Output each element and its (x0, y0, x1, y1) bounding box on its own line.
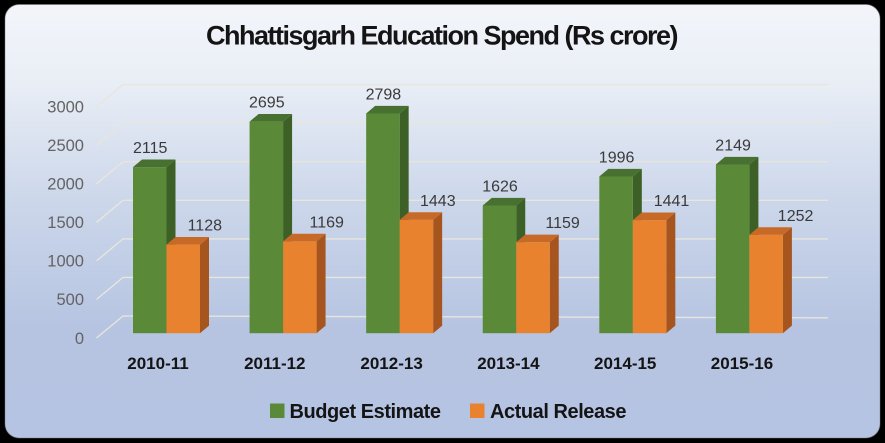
svg-text:1159: 1159 (545, 215, 580, 232)
svg-text:2115: 2115 (133, 140, 168, 157)
svg-text:1996: 1996 (599, 150, 635, 167)
svg-text:2010-11: 2010-11 (127, 354, 188, 373)
svg-text:0: 0 (75, 330, 84, 348)
svg-text:1626: 1626 (482, 179, 518, 196)
svg-text:1500: 1500 (47, 214, 84, 232)
svg-text:1443: 1443 (420, 193, 456, 210)
svg-text:2012-13: 2012-13 (360, 354, 422, 373)
svg-text:Chhattisgarh Education Spend (: Chhattisgarh Education Spend (Rs crore) (206, 21, 678, 51)
svg-text:3000: 3000 (47, 98, 84, 116)
svg-text:2798: 2798 (366, 87, 402, 104)
svg-text:2015-16: 2015-16 (711, 354, 773, 373)
svg-text:1441: 1441 (654, 193, 690, 210)
svg-text:2695: 2695 (249, 95, 285, 112)
svg-text:2013-14: 2013-14 (477, 354, 540, 373)
svg-text:1169: 1169 (309, 214, 344, 231)
svg-text:1252: 1252 (778, 208, 814, 225)
svg-text:2000: 2000 (47, 176, 84, 194)
svg-text:500: 500 (56, 291, 84, 309)
svg-text:1000: 1000 (47, 253, 84, 271)
svg-text:2011-12: 2011-12 (244, 354, 305, 373)
svg-text:2014-15: 2014-15 (594, 354, 656, 373)
svg-text:2500: 2500 (47, 137, 84, 155)
svg-text:Budget Estimate: Budget Estimate (290, 401, 441, 423)
svg-text:1128: 1128 (188, 218, 223, 235)
svg-text:Actual Release: Actual Release (490, 401, 626, 423)
svg-text:2149: 2149 (715, 138, 751, 155)
